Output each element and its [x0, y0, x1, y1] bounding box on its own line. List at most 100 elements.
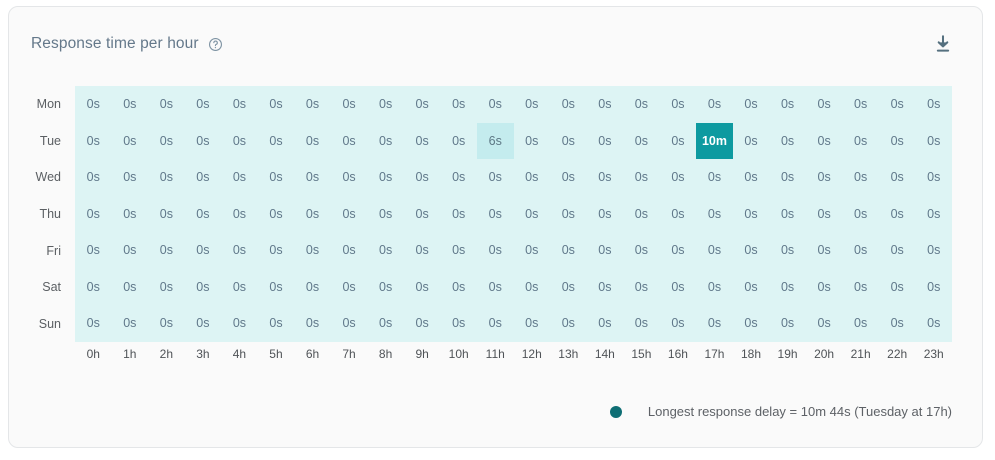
heatmap-cell[interactable]: 0s — [854, 133, 868, 148]
heatmap-cell[interactable]: 0s — [780, 170, 795, 185]
heatmap-cell[interactable]: 0s — [598, 206, 612, 221]
heatmap-cell[interactable]: 0s — [232, 206, 247, 221]
heatmap-cell[interactable]: 0s — [634, 133, 648, 148]
heatmap-cell[interactable]: 0s — [817, 279, 831, 294]
heatmap-cell[interactable]: 0s — [269, 97, 283, 112]
heatmap-cell[interactable]: 0s — [561, 206, 575, 221]
heatmap-cell[interactable]: 0s — [488, 206, 502, 221]
heatmap-cell[interactable]: 0s — [159, 279, 173, 294]
heatmap-cell[interactable]: 0s — [86, 170, 100, 185]
heatmap-cell[interactable]: 0s — [232, 170, 247, 185]
heatmap-cell[interactable]: 0s — [159, 133, 173, 148]
heatmap-cell[interactable]: 0s — [452, 170, 466, 185]
heatmap-cell[interactable]: 0s — [744, 97, 758, 112]
heatmap-cell[interactable]: 0s — [305, 97, 320, 112]
heatmap-cell[interactable]: 0s — [123, 170, 137, 185]
heatmap-cell[interactable]: 0s — [86, 206, 100, 221]
heatmap-cell[interactable]: 0s — [707, 97, 722, 112]
heatmap-cell[interactable]: 0s — [159, 170, 173, 185]
heatmap-cell[interactable]: 0s — [269, 206, 283, 221]
heatmap-cell[interactable]: 0s — [415, 170, 429, 185]
heatmap-cell[interactable]: 0s — [598, 97, 612, 112]
heatmap-cell[interactable]: 0s — [780, 243, 795, 258]
heatmap-cell[interactable]: 0s — [452, 97, 466, 112]
heatmap-cell[interactable]: 0s — [123, 279, 137, 294]
heatmap-cell[interactable]: 0s — [707, 170, 722, 185]
heatmap-cell[interactable]: 0s — [305, 243, 320, 258]
heatmap-cell[interactable]: 0s — [269, 279, 283, 294]
heatmap-cell[interactable]: 0s — [305, 279, 320, 294]
heatmap-cell[interactable]: 0s — [379, 133, 393, 148]
heatmap-cell[interactable]: 0s — [379, 279, 393, 294]
heatmap-cell[interactable]: 0s — [707, 279, 722, 294]
heatmap-cell[interactable]: 0s — [707, 206, 722, 221]
heatmap-cell[interactable]: 0s — [780, 133, 795, 148]
heatmap-cell[interactable]: 0s — [232, 316, 247, 331]
heatmap-cell[interactable]: 0s — [927, 170, 941, 185]
heatmap-cell[interactable]: 0s — [817, 170, 831, 185]
heatmap-cell[interactable]: 0s — [744, 279, 758, 294]
heatmap-cell[interactable]: 0s — [927, 206, 941, 221]
heatmap-cell[interactable]: 0s — [671, 133, 685, 148]
heatmap-cell[interactable]: 0s — [671, 316, 685, 331]
heatmap-cell[interactable]: 0s — [123, 97, 137, 112]
heatmap-cell[interactable]: 0s — [817, 97, 831, 112]
heatmap-cell[interactable]: 0s — [561, 279, 575, 294]
heatmap-cell[interactable]: 0s — [86, 316, 100, 331]
heatmap-cell[interactable]: 0s — [927, 243, 941, 258]
heatmap-cell[interactable]: 0s — [488, 243, 502, 258]
heatmap-cell[interactable]: 0s — [634, 206, 648, 221]
heatmap-cell[interactable]: 0s — [890, 279, 904, 294]
heatmap-cell[interactable]: 0s — [342, 133, 356, 148]
heatmap-cell[interactable]: 0s — [525, 206, 539, 221]
heatmap-cell[interactable]: 0s — [598, 243, 612, 258]
heatmap-cell[interactable]: 0s — [561, 97, 575, 112]
heatmap-cell[interactable]: 0s — [342, 97, 356, 112]
heatmap-cell[interactable]: 0s — [634, 279, 648, 294]
heatmap-cell[interactable]: 0s — [927, 316, 941, 331]
heatmap-cell[interactable]: 0s — [927, 133, 941, 148]
heatmap-cell[interactable]: 0s — [342, 243, 356, 258]
heatmap-cell[interactable]: 0s — [780, 206, 795, 221]
heatmap-cell[interactable]: 0s — [452, 243, 466, 258]
heatmap-cell[interactable]: 0s — [196, 316, 210, 331]
heatmap-cell[interactable]: 0s — [817, 206, 831, 221]
heatmap-cell[interactable]: 0s — [488, 97, 502, 112]
heatmap-cell[interactable]: 0s — [525, 279, 539, 294]
heatmap-cell[interactable]: 0s — [707, 243, 722, 258]
heatmap-cell[interactable]: 0s — [232, 243, 247, 258]
heatmap-cell[interactable]: 0s — [379, 206, 393, 221]
heatmap-cell[interactable]: 0s — [890, 170, 904, 185]
heatmap-cell[interactable]: 0s — [854, 97, 868, 112]
heatmap-cell[interactable]: 0s — [525, 316, 539, 331]
heatmap-cell[interactable]: 0s — [634, 170, 648, 185]
heatmap-cell[interactable]: 10m — [696, 122, 733, 160]
heatmap-cell[interactable]: 0s — [269, 316, 283, 331]
heatmap-cell[interactable]: 0s — [817, 133, 831, 148]
heatmap-cell[interactable]: 0s — [744, 133, 758, 148]
heatmap-cell[interactable]: 0s — [525, 170, 539, 185]
heatmap-cell[interactable]: 0s — [744, 170, 758, 185]
heatmap-cell[interactable]: 0s — [525, 97, 539, 112]
heatmap-cell[interactable]: 0s — [488, 279, 502, 294]
heatmap-cell[interactable]: 0s — [890, 316, 904, 331]
heatmap-cell[interactable]: 0s — [305, 133, 320, 148]
heatmap-cell[interactable]: 0s — [854, 279, 868, 294]
heatmap-cell[interactable]: 0s — [927, 279, 941, 294]
heatmap-cell[interactable]: 0s — [890, 206, 904, 221]
heatmap-cell[interactable]: 0s — [379, 170, 393, 185]
heatmap-cell[interactable]: 0s — [854, 316, 868, 331]
heatmap-cell[interactable]: 0s — [305, 316, 320, 331]
heatmap-cell[interactable]: 0s — [86, 97, 100, 112]
heatmap-cell[interactable]: 0s — [854, 206, 868, 221]
heatmap-cell[interactable]: 0s — [123, 316, 137, 331]
heatmap-cell[interactable]: 0s — [634, 316, 648, 331]
heatmap-cell[interactable]: 0s — [744, 316, 758, 331]
heatmap-cell[interactable]: 0s — [561, 243, 575, 258]
heatmap-cell[interactable]: 0s — [707, 316, 722, 331]
heatmap-cell[interactable]: 0s — [196, 170, 210, 185]
heatmap-cell[interactable]: 0s — [452, 133, 466, 148]
heatmap-cell[interactable]: 0s — [671, 279, 685, 294]
heatmap-cell[interactable]: 0s — [86, 133, 100, 148]
heatmap-cell[interactable]: 0s — [305, 170, 320, 185]
